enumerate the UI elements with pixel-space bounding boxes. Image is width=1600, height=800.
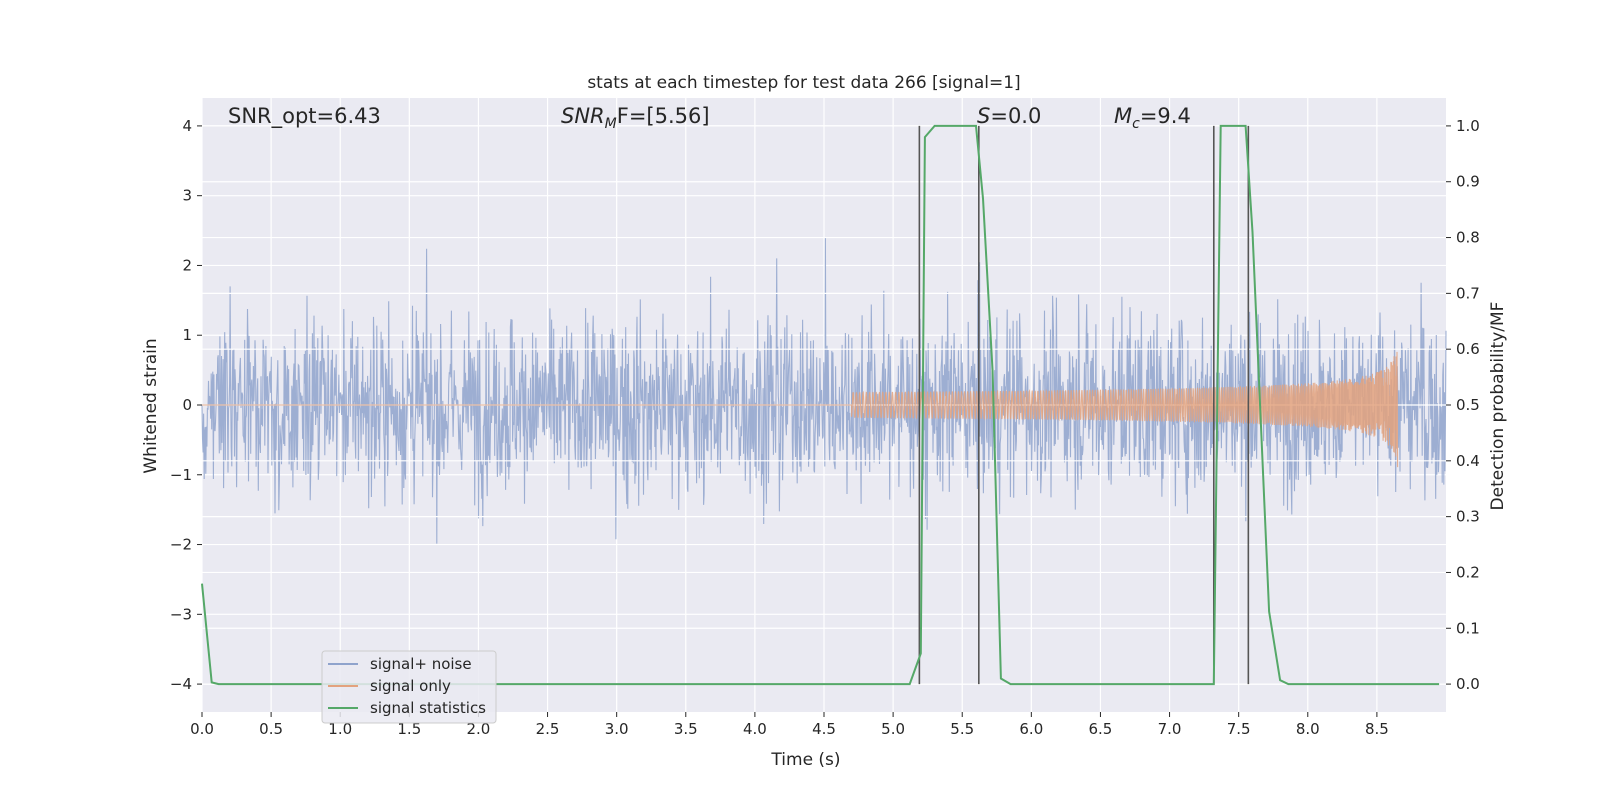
plot-area (201, 98, 1447, 712)
x-tick-label: 6.0 (1019, 720, 1043, 738)
x-tick-label: 1.5 (397, 720, 421, 738)
snr-mf-rest: F=[5.56] (617, 104, 710, 128)
y-tick-label-right: 0.3 (1456, 508, 1480, 526)
x-tick-label: 5.5 (950, 720, 974, 738)
legend: signal+ noise signal only signal statist… (321, 650, 497, 724)
x-tick-label: 0.0 (190, 720, 214, 738)
y-tick-label-right: 0.6 (1456, 340, 1480, 358)
mc-sub: c (1132, 116, 1140, 132)
y-axis-label-right: Detection probability/MF (1488, 302, 1508, 511)
y-tick-label-left: 3 (182, 187, 192, 205)
legend-box (321, 650, 497, 724)
y-tick-label-right: 0.0 (1456, 675, 1480, 693)
x-tick-label: 2.5 (536, 720, 560, 738)
s-label: S (977, 104, 990, 128)
mc-annotation: Mc=9.4 (1114, 104, 1191, 132)
y-tick-label-left: −4 (170, 675, 192, 693)
y-tick-label-right: 0.7 (1456, 284, 1480, 302)
y-tick-label-right: 0.5 (1456, 396, 1480, 414)
x-tick-label: 8.0 (1296, 720, 1320, 738)
x-axis-label: Time (s) (770, 750, 840, 770)
x-tick-label: 0.5 (259, 720, 283, 738)
y-tick-label-left: 2 (182, 256, 192, 274)
y-tick-label-left: −2 (170, 536, 192, 554)
x-tick-label: 5.0 (881, 720, 905, 738)
s-value: =0.0 (990, 104, 1041, 128)
x-tick-label: 7.5 (1227, 720, 1251, 738)
series-signal-only-line (202, 351, 1399, 468)
y-tick-label-right: 0.1 (1456, 619, 1480, 637)
y-tick-label-left: 0 (182, 396, 192, 414)
x-tick-label: 7.0 (1158, 720, 1182, 738)
snr-mf-annotation: SNRMF=[5.56] (561, 104, 710, 132)
y-tick-label-right: 0.4 (1456, 452, 1480, 470)
legend-label-signal-statistics: signal statistics (370, 699, 486, 717)
series-signal-noise-line (201, 237, 1447, 544)
snr-mf-sub: M (605, 116, 617, 132)
legend-label-signal-only: signal only (370, 677, 451, 695)
y-tick-label-right: 0.8 (1456, 229, 1480, 247)
y-tick-label-right: 0.2 (1456, 563, 1480, 581)
x-tick-label: 2.0 (467, 720, 491, 738)
x-tick-label: 6.5 (1089, 720, 1113, 738)
x-tick-label: 4.5 (812, 720, 836, 738)
x-tick-label: 3.0 (605, 720, 629, 738)
y-tick-label-left: 1 (182, 326, 192, 344)
y-tick-label-left: 4 (182, 117, 192, 135)
snr-opt-annotation: SNR_opt=6.43 (228, 104, 381, 129)
x-tick-label: 4.0 (743, 720, 767, 738)
legend-label-signal-noise: signal+ noise (370, 655, 472, 673)
y-tick-label-left: −1 (170, 466, 192, 484)
y-tick-label-right: 0.9 (1456, 173, 1480, 191)
y-tick-label-left: −3 (170, 605, 192, 623)
x-tick-label: 8.5 (1365, 720, 1389, 738)
axis-ticks: 0.0 0.5 1.0 1.5 2.0 2.5 3.0 3.5 4.0 4.5 5.0 5.5 6.0 6… (170, 117, 1480, 738)
x-tick-label: 1.0 (328, 720, 352, 738)
snr-mf-main: SNR (561, 104, 605, 128)
mc-value: =9.4 (1140, 104, 1191, 128)
series-signal-statistics-line (201, 124, 1440, 686)
chart-title: stats at each timestep for test data 266… (587, 73, 1020, 93)
x-tick-label: 3.5 (674, 720, 698, 738)
s-annotation: S=0.0 (977, 104, 1041, 128)
y-axis-label-left: Whitened strain (141, 338, 161, 473)
y-tick-label-right: 1.0 (1456, 117, 1480, 135)
mc-main: M (1114, 104, 1132, 128)
